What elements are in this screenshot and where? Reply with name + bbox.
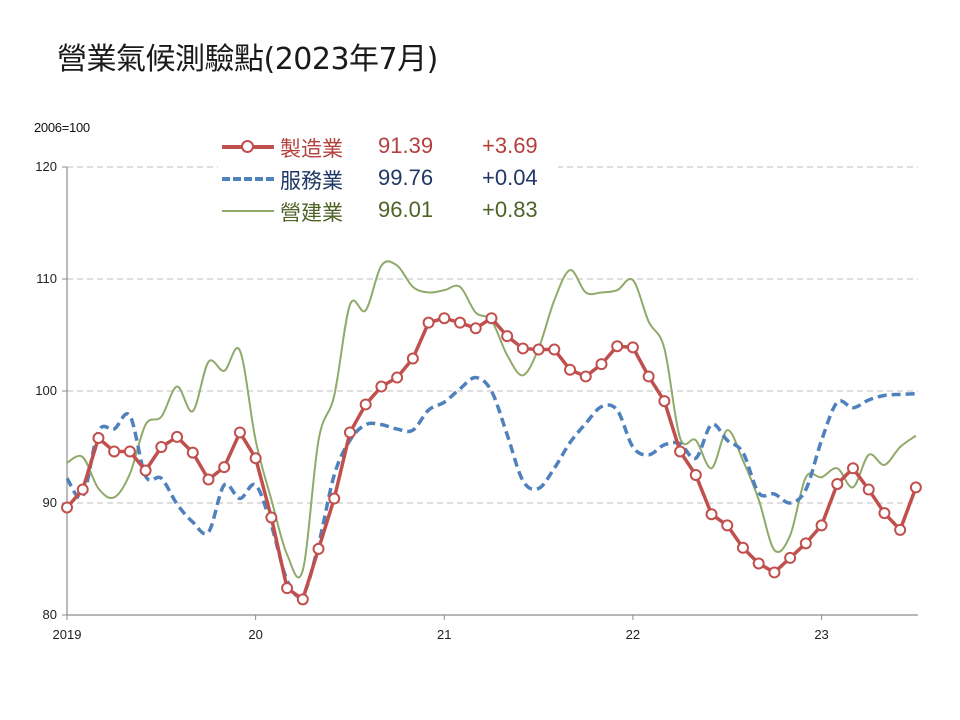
data-point-marker xyxy=(532,343,545,356)
data-point-marker xyxy=(233,426,246,439)
thin-line-icon xyxy=(222,210,274,212)
data-point-marker xyxy=(454,316,466,329)
data-point-marker xyxy=(847,462,859,475)
data-point-marker xyxy=(406,352,419,365)
legend-value: 91.39 xyxy=(378,133,434,158)
data-point-marker xyxy=(281,582,294,595)
legend-value: 99.76 xyxy=(378,165,434,190)
data-point-marker xyxy=(422,316,435,329)
legend: 製造業 91.39 +3.69 服務業 99.76 +0.04 營建業 96.0… xyxy=(218,131,558,227)
legend-change: +0.04 xyxy=(482,165,538,190)
data-point-marker xyxy=(359,398,372,411)
data-point-marker xyxy=(626,341,639,354)
data-point-marker xyxy=(784,551,797,564)
data-point-marker xyxy=(752,557,765,570)
data-point-marker xyxy=(375,380,388,393)
data-point-marker xyxy=(343,426,356,439)
x-tick-label: 23 xyxy=(814,627,829,642)
data-point-marker xyxy=(438,312,451,325)
data-point-marker xyxy=(894,523,907,536)
legend-label: 營建業 xyxy=(280,201,343,225)
services-line xyxy=(65,375,916,599)
data-point-marker xyxy=(155,441,168,453)
data-point-marker xyxy=(831,477,844,490)
data-point-marker xyxy=(674,445,687,458)
data-point-marker xyxy=(202,473,215,486)
y-tick-label: 90 xyxy=(42,495,57,510)
data-point-marker xyxy=(689,469,702,481)
legend-item-manufacturing: 製造業 91.39 +3.69 xyxy=(218,131,558,163)
data-point-marker xyxy=(485,312,498,325)
x-tick-label: 22 xyxy=(625,627,641,642)
data-point-marker xyxy=(312,542,325,555)
data-point-marker xyxy=(658,395,671,408)
data-point-marker xyxy=(768,566,781,579)
y-tick-label: 80 xyxy=(42,607,57,622)
data-point-marker xyxy=(642,370,655,383)
data-point-marker xyxy=(249,452,262,465)
data-point-marker xyxy=(92,432,105,445)
data-point-marker xyxy=(815,519,828,532)
data-point-marker xyxy=(736,541,749,554)
y-axis-base-label: 2006=100 xyxy=(34,120,90,135)
legend-change: +3.69 xyxy=(482,133,538,158)
x-tick-label: 2019 xyxy=(52,627,82,642)
data-point-marker xyxy=(391,371,404,384)
data-point-marker xyxy=(705,508,718,521)
x-tick-label: 20 xyxy=(248,627,263,642)
data-point-marker xyxy=(186,446,199,459)
data-point-marker xyxy=(564,363,577,376)
data-point-marker xyxy=(611,340,624,353)
dashed-line-icon xyxy=(222,177,274,181)
legend-value: 96.01 xyxy=(378,197,434,222)
data-point-marker xyxy=(516,342,529,355)
data-point-marker xyxy=(265,511,278,524)
data-point-marker xyxy=(218,461,231,474)
data-point-marker xyxy=(76,483,89,496)
y-tick-label: 110 xyxy=(36,271,57,286)
data-point-marker xyxy=(469,322,482,335)
data-point-marker xyxy=(579,370,592,383)
data-point-marker xyxy=(721,519,734,532)
legend-item-construction: 營建業 96.01 +0.83 xyxy=(218,195,558,227)
data-point-marker xyxy=(108,445,121,458)
data-point-marker xyxy=(171,430,184,443)
legend-label: 服務業 xyxy=(280,169,343,193)
data-point-marker xyxy=(61,501,73,514)
series-lines xyxy=(61,260,922,606)
x-tick-label: 21 xyxy=(437,627,452,642)
data-point-marker xyxy=(139,464,152,477)
data-point-marker xyxy=(799,537,812,550)
data-point-marker xyxy=(595,358,608,371)
data-point-marker xyxy=(328,492,341,505)
circle-marker-icon xyxy=(241,140,254,153)
y-tick-label: 100 xyxy=(35,383,57,398)
legend-label: 製造業 xyxy=(280,137,343,161)
data-point-marker xyxy=(862,483,875,496)
data-point-marker xyxy=(123,445,136,458)
legend-item-services: 服務業 99.76 +0.04 xyxy=(218,163,558,195)
data-point-marker xyxy=(878,507,891,520)
construction-line xyxy=(66,260,917,579)
page-title: 營業氣候測驗點(2023年7月) xyxy=(57,42,438,77)
data-point-marker xyxy=(548,343,561,356)
axes xyxy=(62,166,918,620)
legend-change: +0.83 xyxy=(482,197,538,222)
data-point-marker xyxy=(909,481,922,494)
y-tick-label: 120 xyxy=(35,159,57,174)
data-point-marker xyxy=(501,330,514,343)
data-point-marker xyxy=(296,593,309,606)
